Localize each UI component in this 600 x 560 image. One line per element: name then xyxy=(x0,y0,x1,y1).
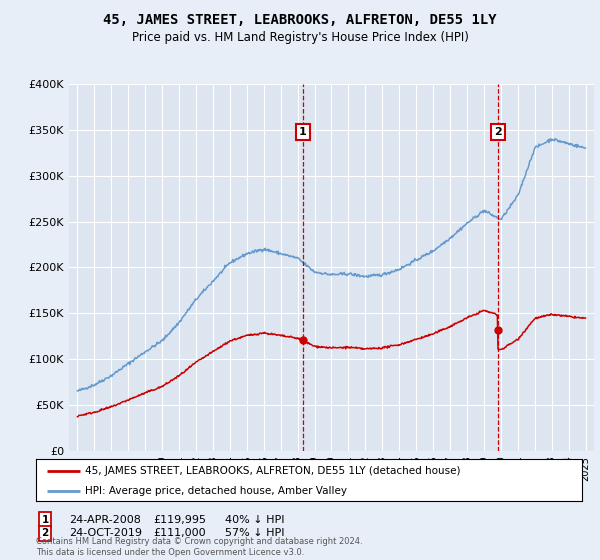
Text: Contains HM Land Registry data © Crown copyright and database right 2024.
This d: Contains HM Land Registry data © Crown c… xyxy=(36,537,362,557)
Text: 1: 1 xyxy=(299,127,307,137)
Text: 45, JAMES STREET, LEABROOKS, ALFRETON, DE55 1LY (detached house): 45, JAMES STREET, LEABROOKS, ALFRETON, D… xyxy=(85,466,461,476)
Text: HPI: Average price, detached house, Amber Valley: HPI: Average price, detached house, Ambe… xyxy=(85,486,347,496)
Text: 24-APR-2008: 24-APR-2008 xyxy=(69,515,141,525)
Text: 2: 2 xyxy=(41,528,49,538)
Text: £111,000: £111,000 xyxy=(153,528,206,538)
Text: 1: 1 xyxy=(41,515,49,525)
Text: £119,995: £119,995 xyxy=(153,515,206,525)
Text: 57% ↓ HPI: 57% ↓ HPI xyxy=(225,528,284,538)
Text: 45, JAMES STREET, LEABROOKS, ALFRETON, DE55 1LY: 45, JAMES STREET, LEABROOKS, ALFRETON, D… xyxy=(103,13,497,27)
Text: 40% ↓ HPI: 40% ↓ HPI xyxy=(225,515,284,525)
Text: 2: 2 xyxy=(494,127,502,137)
Text: 24-OCT-2019: 24-OCT-2019 xyxy=(69,528,142,538)
Text: Price paid vs. HM Land Registry's House Price Index (HPI): Price paid vs. HM Land Registry's House … xyxy=(131,31,469,44)
